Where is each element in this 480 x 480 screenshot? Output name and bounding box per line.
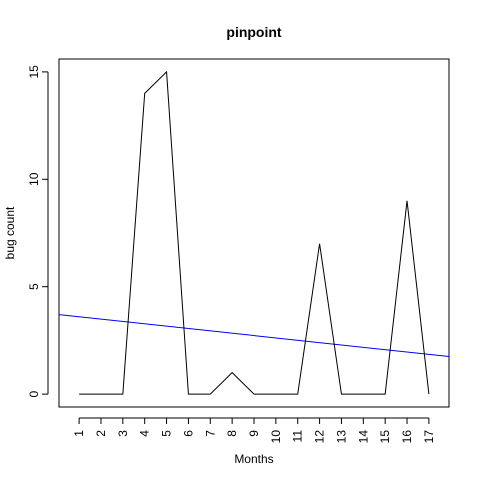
y-axis: 0 5 10 15: [27, 65, 49, 397]
y-tick-label: 15: [27, 65, 41, 79]
x-tick-label: 14: [356, 430, 370, 444]
y-tick-label: 0: [27, 390, 41, 397]
y-tick-label: 10: [27, 172, 41, 186]
x-tick-label: 17: [422, 430, 436, 444]
x-tick-label: 6: [181, 430, 195, 437]
plot-border: [58, 58, 450, 408]
chart-title: pinpoint: [226, 24, 282, 40]
x-tick-label: 7: [203, 430, 217, 437]
y-tick-label: 5: [27, 283, 41, 290]
x-axis: 1 2 3 4 5 6 7 8 9 10 11 12 13 14 15 16 17: [72, 417, 436, 444]
x-tick-label: 1: [72, 430, 86, 437]
trend-line: [58, 314, 450, 358]
x-tick-label: 2: [94, 430, 108, 437]
x-tick-label: 10: [269, 430, 283, 444]
x-tick-label: 16: [400, 430, 414, 444]
y-axis-label: bug count: [3, 206, 17, 259]
x-tick-label: 8: [225, 430, 239, 437]
x-tick-label: 15: [378, 430, 392, 444]
x-tick-label: 13: [334, 430, 348, 444]
x-tick-label: 5: [160, 430, 174, 437]
series-line: [79, 70, 430, 395]
x-tick-label: 9: [247, 430, 261, 437]
x-tick-label: 4: [138, 430, 152, 437]
x-tick-label: 12: [313, 430, 327, 444]
x-tick-label: 11: [291, 430, 305, 443]
x-tick-label: 3: [116, 430, 130, 437]
x-axis-label: Months: [234, 452, 273, 466]
